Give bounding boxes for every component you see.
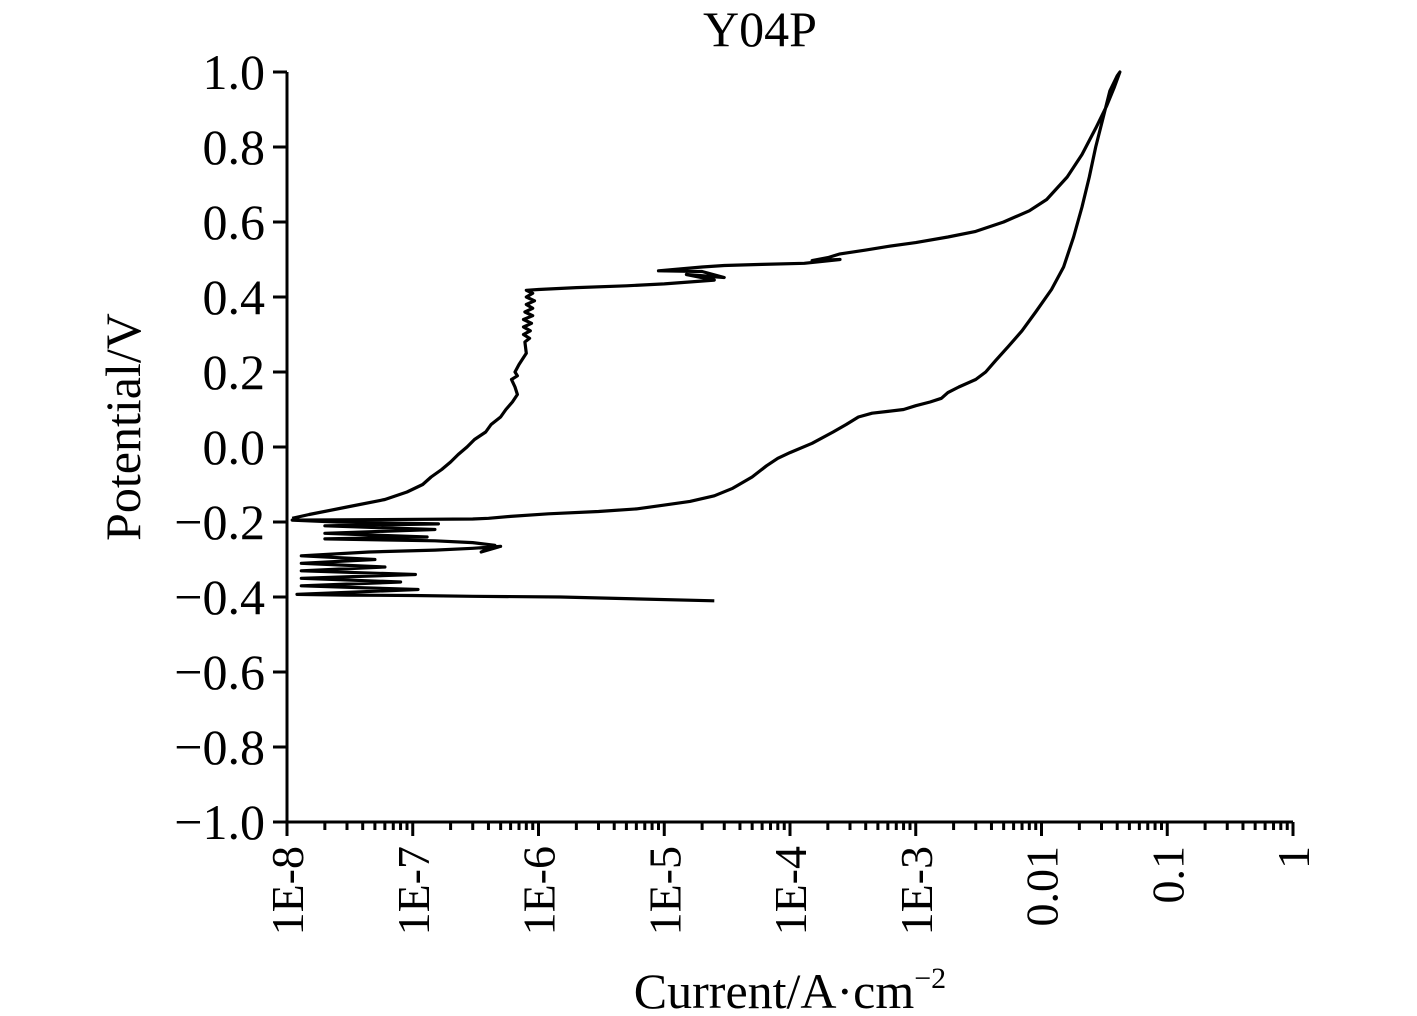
y-tick-label: 0.4: [203, 269, 266, 325]
x-tick-label: 1E-8: [262, 846, 313, 935]
x-tick-label: 0.01: [1017, 846, 1068, 927]
chart-title: Y04P: [703, 1, 817, 57]
x-tick-label: 1E-4: [765, 846, 816, 935]
x-axis-label-text: Current/A·cm: [634, 963, 915, 1016]
series-line-0: [290, 70, 1122, 603]
y-tick-label: −0.8: [174, 719, 265, 775]
x-axis-label: Current/A·cm−2: [634, 962, 946, 1016]
y-tick-label: −1.0: [174, 794, 265, 850]
x-ticks: 1E-8 1E-7 1E-6 1E-5 1E-4 1E-3 0.01 0.1 1: [262, 822, 1319, 935]
y-tick-label: 0.2: [203, 344, 266, 400]
x-tick-label: 1E-3: [891, 846, 942, 935]
y-axis-label: Potential/V: [95, 313, 151, 541]
series-group: [290, 70, 1122, 603]
x-tick-label: 0.1: [1142, 846, 1193, 904]
y-tick-label: 0.6: [203, 194, 266, 250]
x-tick-label: 1E-7: [388, 846, 439, 935]
y-tick-label: −0.4: [174, 569, 265, 625]
y-tick-label: 1.0: [203, 44, 266, 100]
x-minor-ticks: [323, 822, 1289, 830]
y-tick-label: 0.8: [203, 119, 266, 175]
y-tick-label: −0.6: [174, 644, 265, 700]
x-tick-label: 1E-6: [514, 846, 565, 935]
x-tick-label: 1: [1268, 846, 1319, 869]
y-tick-label: 0.0: [203, 419, 266, 475]
y-ticks: 1.0 0.8 0.6 0.4 0.2 0.0 −0.2 −0.4 −0.6 −0.8 −1.0: [174, 44, 287, 850]
x-tick-label: 1E-5: [639, 846, 690, 935]
y-tick-label: −0.2: [174, 494, 265, 550]
x-axis-label-superscript: −2: [914, 962, 946, 995]
